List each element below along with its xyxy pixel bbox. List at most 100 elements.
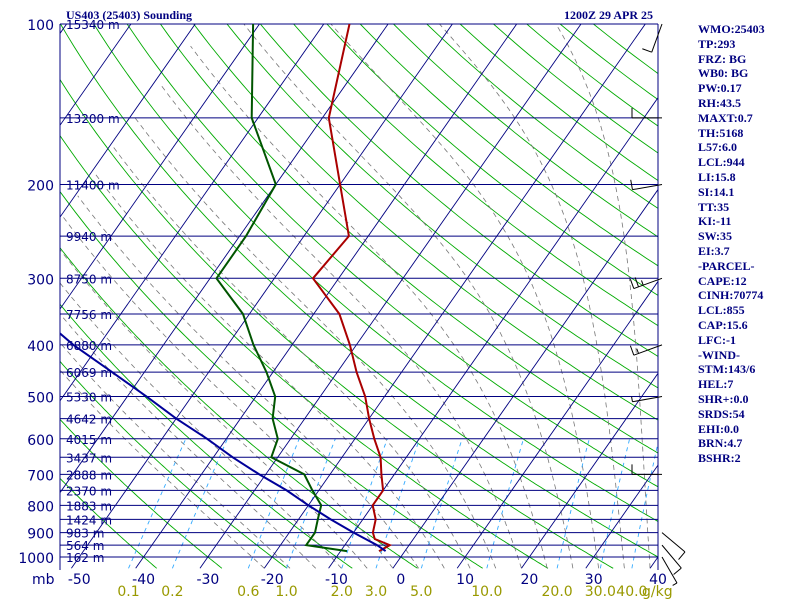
index-stat: CINH:70774 <box>698 288 764 303</box>
mixing-ratio-line <box>171 438 228 569</box>
chart-title: US403 (25403) Sounding <box>66 8 192 22</box>
wind-barb-half-flag <box>672 582 678 586</box>
dry-adiabat-line <box>193 24 658 421</box>
index-stat: CAP:15.6 <box>698 317 748 332</box>
isotherm-line <box>456 280 658 569</box>
height-label: 9940 m <box>66 230 112 244</box>
mixing-ratio-line <box>375 438 421 569</box>
pressure-tick-label: 300 <box>27 272 54 288</box>
height-label: 13200 m <box>66 112 120 126</box>
index-stat: TT:35 <box>698 199 730 214</box>
index-stat: TP:293 <box>698 36 736 51</box>
temperature-tick-label: 40 <box>649 572 667 588</box>
moist-adiabat-line <box>190 45 548 569</box>
dry-adiabat-line <box>259 24 658 357</box>
dry-adiabat-line <box>60 360 288 569</box>
index-stat: WMO:25403 <box>698 22 765 36</box>
height-label: 2888 m <box>66 468 112 482</box>
dry-adiabat-line <box>293 24 658 327</box>
index-stat: BSHR:2 <box>698 451 741 466</box>
wind-barb-staff <box>661 532 686 553</box>
moist-adiabat-line <box>60 313 316 569</box>
height-label: 1883 m <box>66 499 112 513</box>
height-label: 5330 m <box>66 391 112 405</box>
series-line-temperature <box>311 24 393 552</box>
dry-adiabat-line <box>326 24 658 296</box>
temperature-tick-label: -20 <box>261 572 284 588</box>
index-stat: -PARCEL- <box>698 258 755 273</box>
dry-adiabat-line <box>159 24 658 454</box>
wind-barb-staff <box>632 396 663 403</box>
wind-barb-staff <box>651 23 663 53</box>
pressure-tick-label: 100 <box>27 18 54 34</box>
mixing-ratio-line <box>341 438 388 569</box>
pressure-tick-label: 400 <box>27 339 54 355</box>
mixing-ratio-label: 0.6 <box>237 584 259 600</box>
wind-barb-staff <box>661 544 682 569</box>
index-stat: L57:6.0 <box>698 140 737 155</box>
pressure-tick-label: 900 <box>27 527 54 543</box>
height-label: 15340 m <box>66 18 120 32</box>
dry-adiabat-line <box>60 24 658 558</box>
wind-barb-flag <box>629 278 635 289</box>
chart-timestamp: 1200Z 29 APR 25 <box>564 8 653 22</box>
isotherm-line <box>60 24 196 218</box>
isotherm-line <box>135 24 518 569</box>
isobars <box>59 23 659 570</box>
isotherm-line <box>263 24 646 569</box>
isotherm-line <box>328 96 658 569</box>
height-label: 3437 m <box>66 451 112 465</box>
sounding-traces <box>60 24 393 553</box>
moist-adiabat-line <box>60 342 291 569</box>
index-stat: STM:143/6 <box>698 362 756 377</box>
height-label: 7756 m <box>66 308 112 322</box>
index-stat: EHI:0.0 <box>698 421 740 436</box>
index-stat: -WIND- <box>698 347 740 362</box>
pressure-tick-label: 500 <box>27 391 54 407</box>
isotherm-line <box>521 372 658 569</box>
dry-adiabat-line <box>60 477 157 569</box>
isotherm-line <box>60 24 261 310</box>
dry-adiabat-line <box>60 78 614 569</box>
height-label: 4015 m <box>66 433 112 447</box>
series-line-dewpoint <box>215 24 348 553</box>
sounding-indices-panel: WMO:25403 TP:293 FRZ: BG WB0: BG PW:0.17 RH:4… <box>698 22 798 466</box>
isotherm-line <box>60 24 325 402</box>
temperature-tick-label: -40 <box>132 572 155 588</box>
temperature-tick-label: -30 <box>196 572 219 588</box>
isotherm-line <box>585 464 658 569</box>
mixing-ratio-label: 0.1 <box>117 584 139 600</box>
temperature-tick-label: 30 <box>585 572 603 588</box>
pressure-tick-label: 1000 <box>18 551 54 567</box>
moist-adiabat-line <box>330 24 600 569</box>
index-stat: HEL:7 <box>698 377 734 392</box>
mixing-ratio-line <box>420 438 463 569</box>
isotherm-line <box>0 12 11 568</box>
moist-adiabat-line <box>555 24 651 569</box>
temperature-tick-label: 10 <box>456 572 474 588</box>
mixing-ratio-line <box>486 438 525 569</box>
mixing-ratio-unit-label: g/kg <box>642 584 673 600</box>
height-label: 2370 m <box>66 484 112 498</box>
moist-adiabat-line <box>77 195 419 569</box>
height-label: 162 m <box>66 551 104 565</box>
mixing-ratio-label: 5.0 <box>410 584 432 600</box>
wind-barb-staff <box>632 183 663 191</box>
temperature-tick-label: 0 <box>396 572 405 588</box>
dry-adiabat-line <box>60 418 223 569</box>
moist-adiabat-line <box>62 216 394 569</box>
pressure-tick-label: 700 <box>27 468 54 484</box>
mixing-ratio-line <box>599 438 631 569</box>
temperature-tick-label: 20 <box>520 572 538 588</box>
isotherm-line <box>71 24 453 569</box>
index-stat: EI:3.7 <box>698 243 730 258</box>
mixing-ratio-label: 30.0 <box>585 584 616 600</box>
wind-barb-flag <box>630 179 633 190</box>
wind-barb-staff <box>661 556 678 584</box>
index-stat: SRDS:54 <box>698 406 745 421</box>
index-stat: LCL:944 <box>698 155 745 170</box>
pressure-tick-label: 600 <box>27 433 54 449</box>
index-stat: FRZ: BG <box>698 51 747 66</box>
mixing-ratio-label: 2.0 <box>331 584 353 600</box>
